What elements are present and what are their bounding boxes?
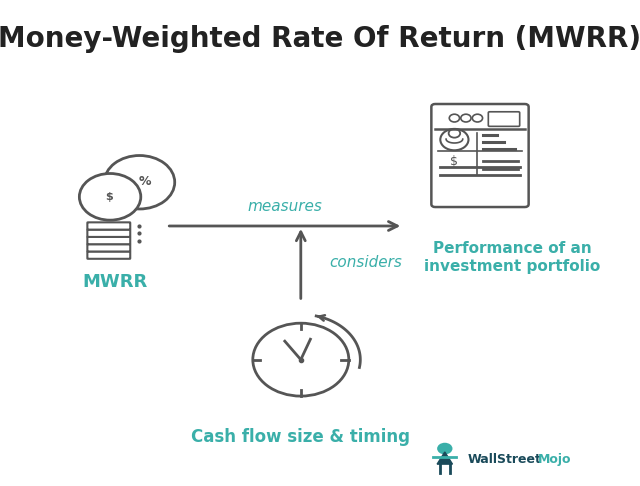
Text: measures: measures bbox=[248, 199, 322, 214]
Text: $: $ bbox=[105, 192, 113, 202]
Text: considers: considers bbox=[330, 255, 403, 270]
FancyBboxPatch shape bbox=[87, 237, 131, 244]
Text: Money-Weighted Rate Of Return (MWRR): Money-Weighted Rate Of Return (MWRR) bbox=[0, 25, 640, 53]
Text: $: $ bbox=[451, 155, 458, 168]
FancyBboxPatch shape bbox=[488, 112, 520, 126]
FancyBboxPatch shape bbox=[87, 244, 131, 252]
FancyBboxPatch shape bbox=[87, 230, 131, 237]
Text: Cash flow size & timing: Cash flow size & timing bbox=[191, 428, 410, 447]
FancyBboxPatch shape bbox=[87, 223, 131, 230]
Text: WallStreet: WallStreet bbox=[467, 453, 541, 466]
Polygon shape bbox=[437, 452, 452, 464]
Circle shape bbox=[437, 443, 452, 454]
Text: MWRR: MWRR bbox=[83, 273, 148, 291]
FancyBboxPatch shape bbox=[87, 252, 131, 259]
Circle shape bbox=[79, 174, 141, 220]
Text: Performance of an
investment portfolio: Performance of an investment portfolio bbox=[424, 242, 600, 274]
FancyBboxPatch shape bbox=[431, 104, 529, 207]
Text: %: % bbox=[138, 175, 151, 188]
Text: Mojo: Mojo bbox=[538, 453, 571, 466]
